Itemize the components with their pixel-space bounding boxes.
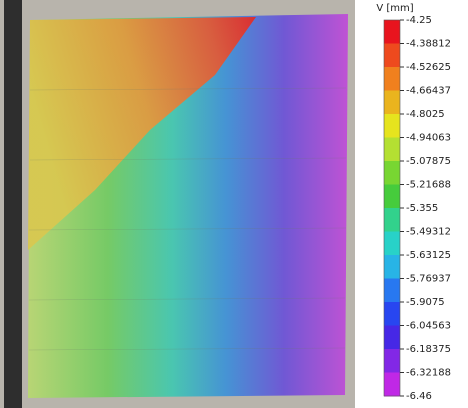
colorbar-segment — [384, 43, 400, 68]
colorbar-segment — [384, 20, 400, 44]
dark-edge — [4, 0, 22, 408]
colorbar-segment — [384, 137, 400, 162]
colorbar-segment — [384, 231, 400, 256]
brick-lines — [28, 87, 347, 351]
colorbar-tick-label: -6.18375 — [406, 344, 451, 355]
colorbar-segment — [384, 278, 400, 303]
photo — [0, 0, 355, 408]
colorbar-segment — [384, 90, 400, 115]
colorbar-tick-label: -5.355 — [406, 203, 438, 214]
colorbar-title: V [mm] — [376, 3, 413, 14]
colorbar-segment — [384, 255, 400, 279]
colorbar-segment — [384, 114, 400, 138]
colorbar-segment — [384, 325, 400, 350]
colorbar-segment — [384, 302, 400, 326]
colorbar-segment — [384, 372, 400, 397]
colorbar-tick-label: -6.46 — [406, 391, 432, 402]
colorbar-tick-label: -5.9075 — [406, 297, 445, 308]
colorbar-tick-label: -5.49312 — [406, 227, 451, 238]
colorbar-tick-label: -5.07875 — [406, 156, 451, 167]
colorbar-tick-label: -6.32188 — [406, 368, 451, 379]
colorbar-tick-label: -4.94063 — [406, 133, 451, 144]
colorbar-tick-label: -6.04563 — [406, 321, 451, 332]
colorbar-tick-label: -4.25 — [406, 15, 432, 26]
colorbar-tick-label: -5.63125 — [406, 250, 451, 261]
colorbar-segment — [384, 349, 400, 373]
colorbar-tick-label: -4.38812 — [406, 39, 451, 50]
colorbar-tick-label: -4.52625 — [406, 62, 451, 73]
colorbar-tick-label: -4.8025 — [406, 109, 445, 120]
colorbar-tick-label: -5.21688 — [406, 180, 451, 191]
colorbar-segment — [384, 208, 400, 232]
colorbar-tick-label: -4.66437 — [406, 86, 451, 97]
colorbar-tick-label: -5.76937 — [406, 274, 451, 285]
colorbar-segment — [384, 184, 400, 209]
colorbar-segment — [384, 161, 400, 185]
colorbar-segment — [384, 67, 400, 91]
warm-region — [28, 17, 256, 250]
